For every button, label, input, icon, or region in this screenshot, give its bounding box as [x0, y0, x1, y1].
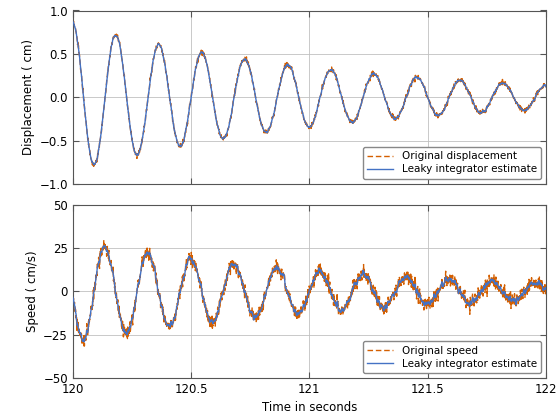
Leaky integrator estimate — [246, 304, 253, 309]
Leaky integrator estimate — [459, 294, 466, 299]
X-axis label: Time in seconds: Time in seconds — [262, 402, 357, 415]
Legend: Original speed, Leaky integrator estimate: Original speed, Leaky integrator estimat… — [363, 341, 541, 373]
Legend: Original displacement, Leaky integrator estimate: Original displacement, Leaky integrator … — [363, 147, 541, 178]
Line: Original displacement: Original displacement — [73, 21, 546, 166]
Leaky integrator estimate — [112, 289, 119, 294]
Original speed — [354, 276, 361, 281]
Leaky integrator estimate — [543, 286, 549, 291]
Leaky integrator estimate — [112, 33, 119, 38]
Original speed — [246, 304, 253, 309]
Leaky integrator estimate — [95, 146, 102, 151]
Line: Leaky integrator estimate: Leaky integrator estimate — [73, 246, 546, 342]
Original displacement — [459, 79, 466, 84]
Original displacement — [69, 18, 76, 24]
Original displacement — [246, 63, 253, 68]
Leaky integrator estimate — [543, 84, 549, 89]
Leaky integrator estimate — [80, 338, 87, 343]
Original speed — [112, 289, 119, 294]
Leaky integrator estimate — [354, 113, 361, 118]
Original displacement — [543, 84, 549, 89]
Leaky integrator estimate — [95, 260, 102, 265]
Original speed — [80, 339, 87, 344]
Original displacement — [95, 145, 102, 150]
Y-axis label: Speed ( cm/s): Speed ( cm/s) — [26, 250, 39, 332]
Leaky integrator estimate — [69, 20, 76, 25]
Leaky integrator estimate — [354, 278, 361, 283]
Original speed — [100, 238, 107, 243]
Leaky integrator estimate — [81, 339, 88, 344]
Original speed — [543, 283, 549, 288]
Leaky integrator estimate — [101, 244, 108, 249]
Leaky integrator estimate — [69, 19, 76, 24]
Leaky integrator estimate — [69, 295, 76, 300]
Line: Leaky integrator estimate: Leaky integrator estimate — [73, 22, 546, 165]
Original displacement — [90, 164, 97, 169]
Original speed — [95, 255, 102, 260]
Original displacement — [80, 97, 87, 102]
Original displacement — [354, 114, 361, 119]
Original speed — [69, 297, 76, 302]
Y-axis label: Displacement ( cm): Displacement ( cm) — [22, 39, 35, 155]
Original displacement — [112, 33, 119, 38]
Leaky integrator estimate — [459, 79, 466, 84]
Original speed — [81, 344, 88, 349]
Original displacement — [70, 18, 77, 24]
Line: Original speed: Original speed — [73, 240, 546, 346]
Leaky integrator estimate — [91, 162, 97, 167]
Leaky integrator estimate — [246, 64, 253, 69]
Original speed — [459, 292, 466, 297]
Leaky integrator estimate — [80, 97, 87, 102]
